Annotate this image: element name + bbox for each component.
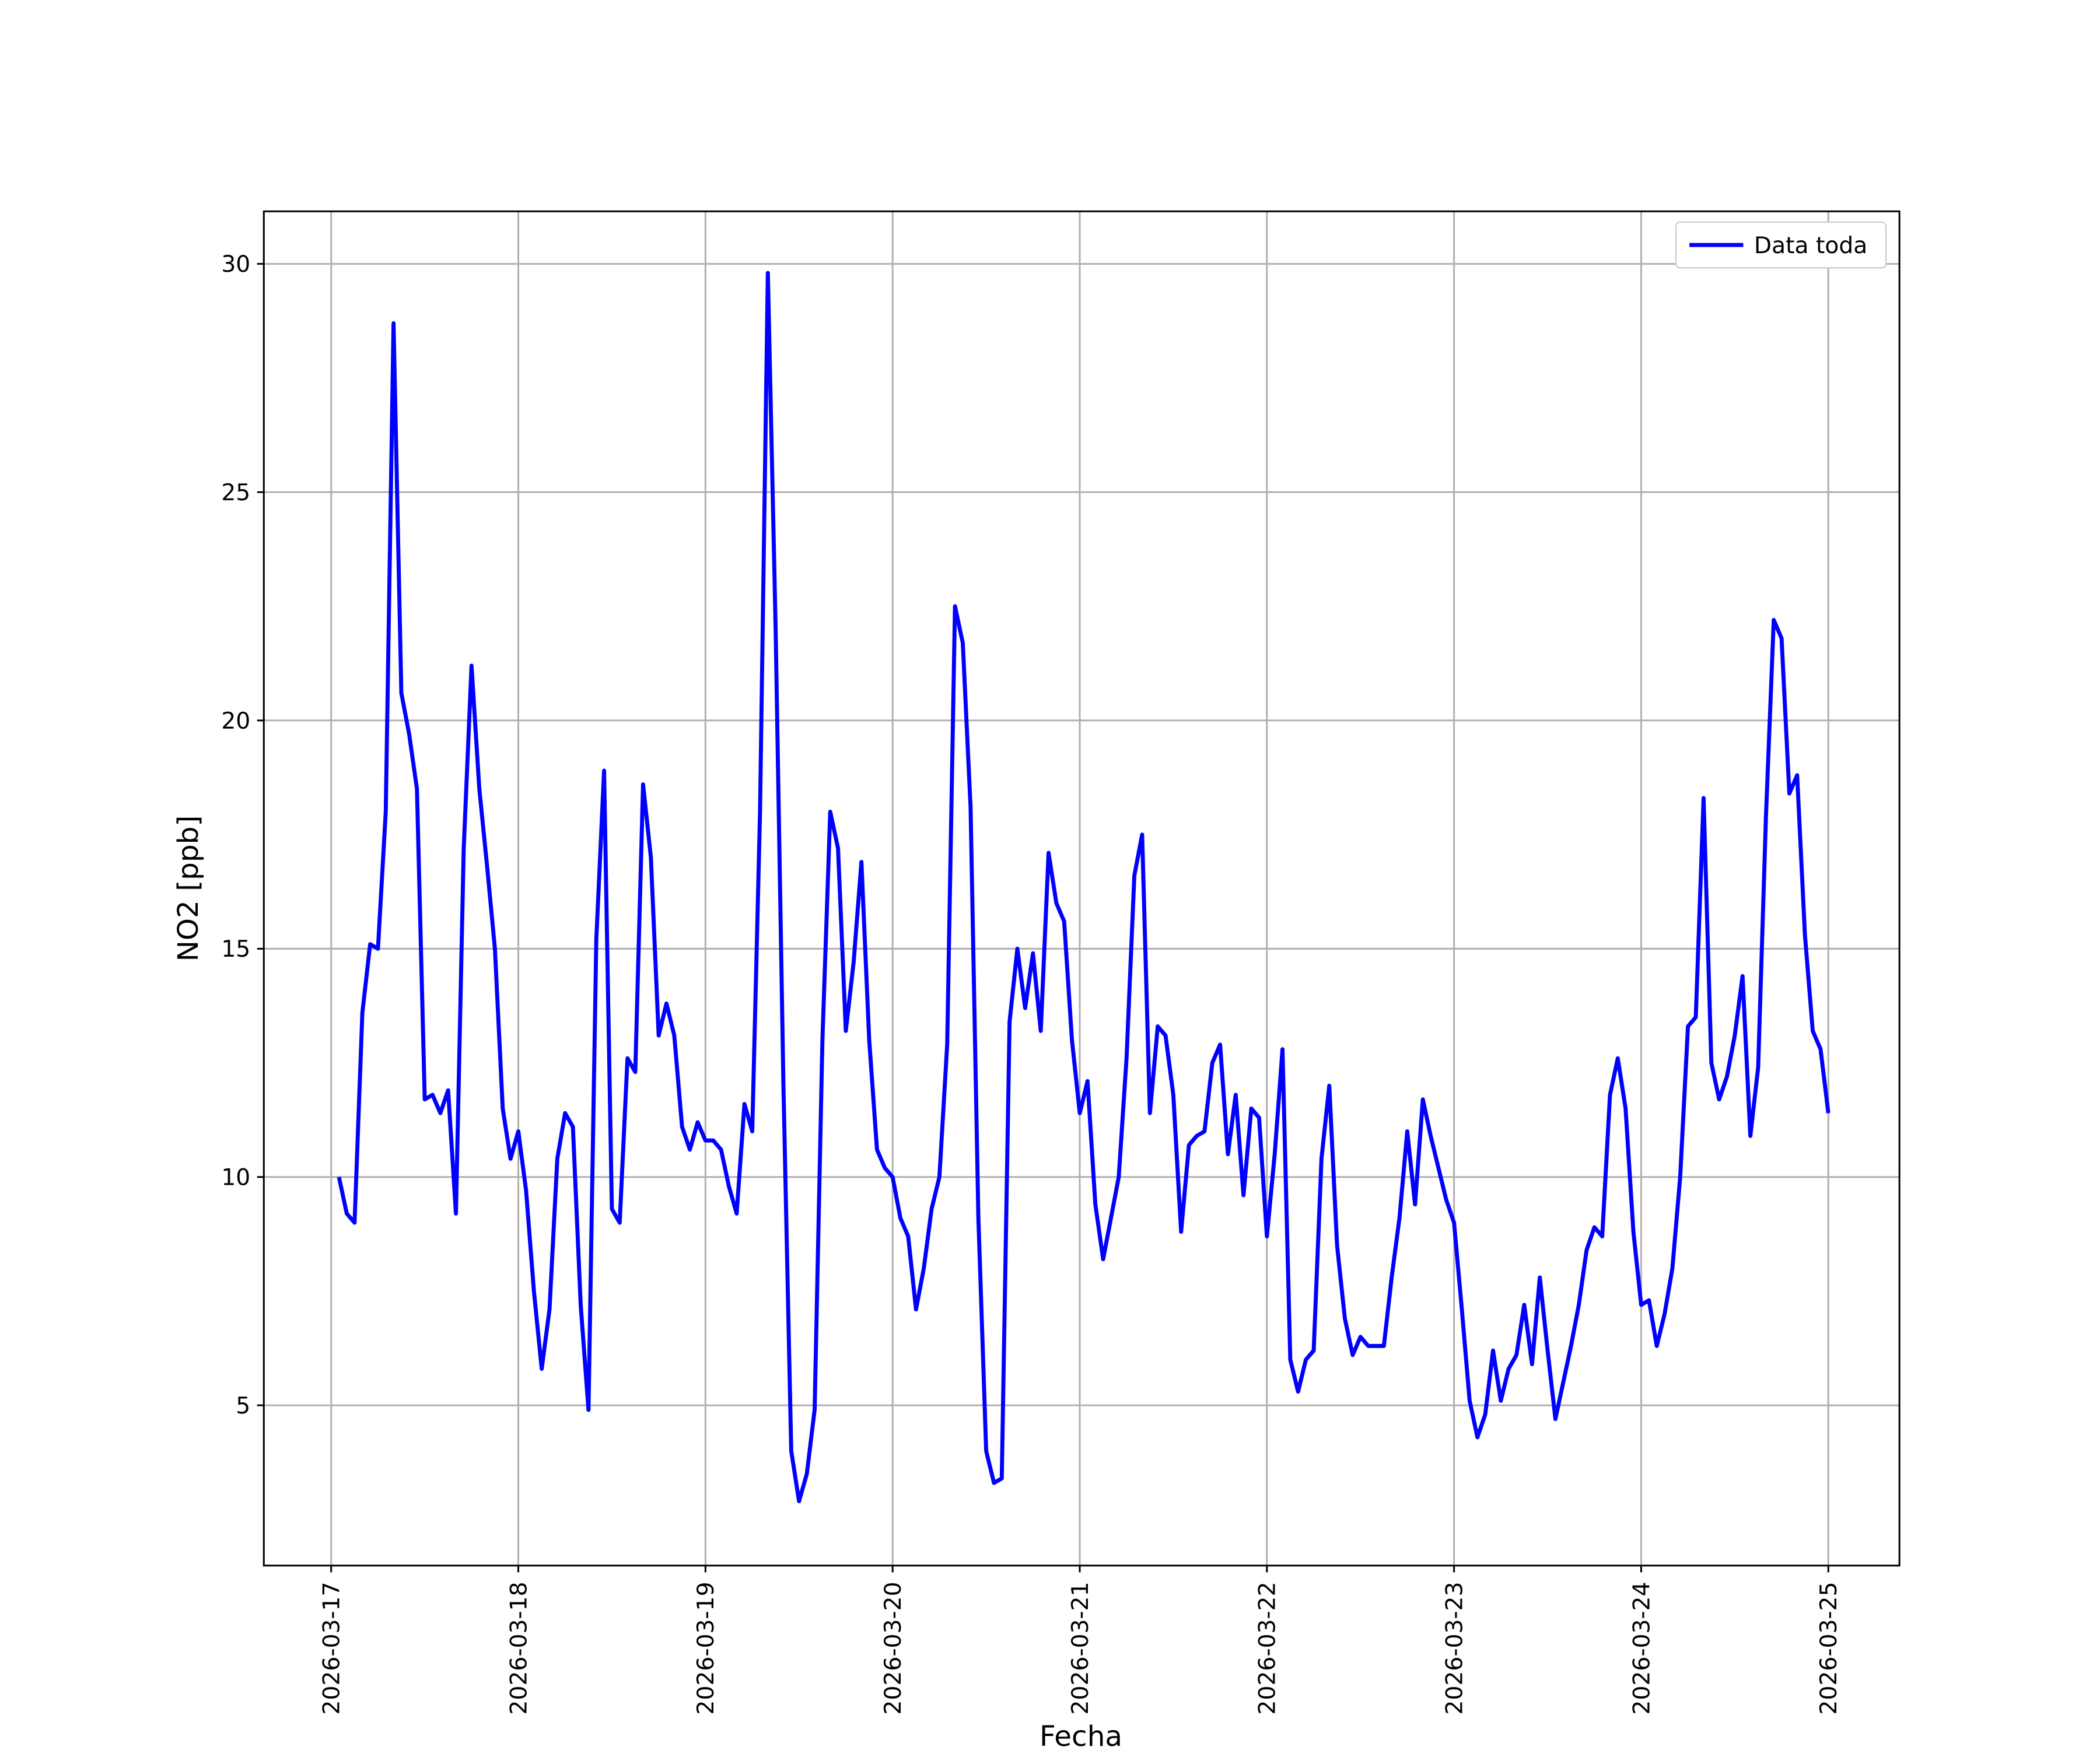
x-tick-label: 2026-03-17 [319,1582,345,1715]
x-tick-label: 2026-03-23 [1441,1582,1468,1715]
x-tick-label: 2026-03-19 [693,1582,719,1715]
x-axis-label: Fecha [1040,1720,1122,1750]
x-tick-label: 2026-03-25 [1816,1582,1842,1715]
y-tick-label: 15 [221,936,250,963]
x-tick-label: 2026-03-21 [1068,1582,1094,1715]
y-tick-label: 20 [221,708,250,734]
y-tick-label: 25 [221,480,250,506]
y-tick-label: 10 [221,1165,250,1191]
x-tick-label: 2026-03-22 [1255,1582,1281,1715]
y-tick-label: 30 [221,251,250,278]
plot-frame [262,210,1901,1567]
legend-box [1675,221,1887,269]
legend: Data toda [1675,221,1887,269]
x-tick-label: 2026-03-20 [880,1582,907,1715]
data-line [337,271,1831,1503]
x-tick-label: 2026-03-18 [506,1582,532,1715]
x-tick-label: 2026-03-24 [1629,1582,1655,1715]
y-tick-label: 5 [236,1393,250,1419]
y-axis-label: NO2 [ppb] [172,816,205,962]
legend-label: Data toda [1754,233,1867,259]
